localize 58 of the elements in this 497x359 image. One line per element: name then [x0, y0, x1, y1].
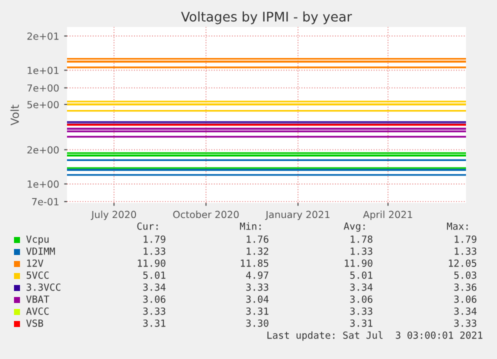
text: 3.33 [350, 307, 372, 315]
text: 1.33 [144, 247, 166, 255]
text: 3.04 [246, 295, 269, 303]
y-axis-title: Volt [10, 104, 19, 126]
text: 11.90 [344, 259, 372, 267]
text: Max: [446, 222, 468, 230]
legend-label: 3.3VCC [26, 283, 60, 291]
text: Avg: [344, 222, 365, 232]
y-tick-label: 1e+00 [28, 180, 59, 188]
text: 5.01 [350, 271, 372, 279]
text: 3.06 [143, 295, 166, 303]
text: 12.05 [448, 259, 476, 267]
text: 11.85 [240, 259, 268, 267]
text: Cur: [137, 222, 158, 230]
text: 3.33 [454, 319, 476, 327]
y-tick-label: 2e+01 [27, 32, 58, 40]
text: 3.06 [350, 295, 372, 303]
text: 1.33 [454, 247, 476, 255]
y-tick-label: 7e+00 [27, 84, 59, 92]
text: 1.32 [246, 247, 268, 255]
x-tick-label: January 2021 [265, 210, 330, 220]
text: 3.36 [454, 283, 476, 291]
x-tick-label: April 2021 [363, 210, 412, 220]
text: 3.31 [350, 319, 372, 327]
text: 3.34 [350, 283, 373, 291]
legend-label: 12V [27, 259, 44, 267]
text: 3.31 [246, 307, 268, 315]
x-tick-label: October 2020 [173, 210, 239, 218]
text: 3.33 [246, 283, 268, 291]
legend-label: VDIMM [26, 248, 55, 255]
y-tick-label: 7e-01 [32, 198, 58, 206]
legend-label: Vcpu [26, 236, 49, 245]
text: 1.79 [144, 235, 166, 243]
legend-label: 5VCC [26, 271, 49, 279]
legend-label: VSB [26, 319, 44, 327]
text: 3.33 [143, 307, 166, 315]
text: Last update: Sat Jul 3 03:00:01 2021 [267, 331, 482, 341]
y-tick-label: 1e+01 [28, 66, 58, 74]
text: 4.97 [246, 271, 268, 279]
legend-label: VBAT [26, 296, 50, 303]
text: 1.33 [350, 247, 372, 255]
text: 3.31 [143, 319, 166, 327]
text: 11.90 [138, 259, 166, 267]
text: 5.01 [143, 271, 166, 279]
text: 3.06 [454, 295, 476, 303]
text: 3.30 [246, 319, 268, 327]
text: 1.76 [246, 235, 268, 243]
legend-label: AVCC [26, 307, 49, 315]
text: Min: [240, 222, 261, 230]
text: 5.03 [454, 271, 476, 279]
y-tick-label: 5e+00 [27, 100, 59, 108]
text: 1.78 [350, 235, 372, 243]
y-tick-label: 2e+00 [27, 146, 59, 154]
text: 3.34 [143, 283, 166, 291]
text: 1.79 [454, 235, 476, 243]
chart-title: Voltages by IPMI - by year [181, 11, 352, 24]
text: 3.34 [454, 307, 477, 315]
x-tick-label: July 2020 [90, 210, 136, 220]
